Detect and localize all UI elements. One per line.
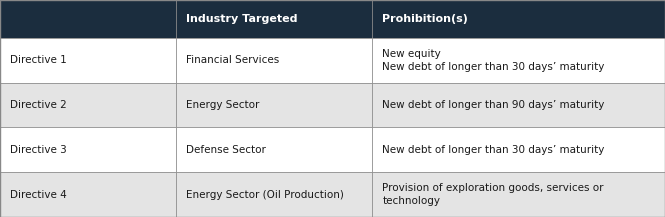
Bar <box>176 83 372 128</box>
Bar <box>372 83 665 128</box>
Text: Directive 1: Directive 1 <box>10 55 66 65</box>
Text: New debt of longer than 30 days’ maturity: New debt of longer than 30 days’ maturit… <box>382 145 604 155</box>
Bar <box>372 0 665 38</box>
Bar <box>176 172 372 217</box>
Text: Energy Sector (Oil Production): Energy Sector (Oil Production) <box>186 190 344 200</box>
Text: Directive 2: Directive 2 <box>10 100 66 110</box>
Bar <box>0 83 176 128</box>
Text: Defense Sector: Defense Sector <box>186 145 266 155</box>
Bar <box>0 0 176 38</box>
Text: Industry Targeted: Industry Targeted <box>186 14 298 24</box>
Text: Directive 4: Directive 4 <box>10 190 66 200</box>
Text: Financial Services: Financial Services <box>186 55 279 65</box>
Text: Prohibition(s): Prohibition(s) <box>382 14 468 24</box>
Bar <box>372 128 665 172</box>
Text: New debt of longer than 90 days’ maturity: New debt of longer than 90 days’ maturit… <box>382 100 604 110</box>
Bar <box>176 38 372 83</box>
Bar <box>0 172 176 217</box>
Bar <box>0 38 176 83</box>
Text: Provision of exploration goods, services or
technology: Provision of exploration goods, services… <box>382 183 604 206</box>
Text: Energy Sector: Energy Sector <box>186 100 259 110</box>
Bar <box>176 128 372 172</box>
Bar <box>176 0 372 38</box>
Bar <box>0 128 176 172</box>
Text: New equity
New debt of longer than 30 days’ maturity: New equity New debt of longer than 30 da… <box>382 49 604 72</box>
Bar <box>372 38 665 83</box>
Bar <box>372 172 665 217</box>
Text: Directive 3: Directive 3 <box>10 145 66 155</box>
